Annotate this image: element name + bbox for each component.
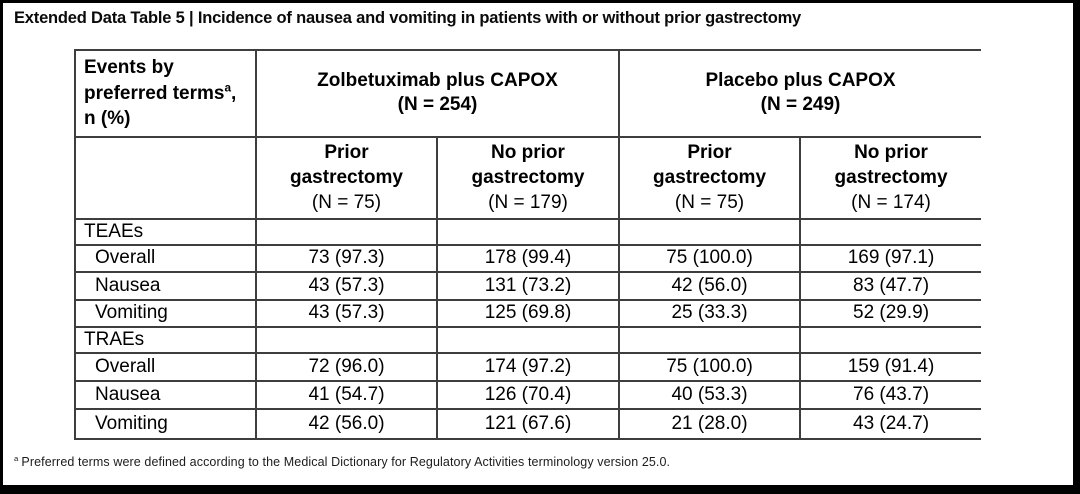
- subcol-label: Prior gastrectomy: [653, 142, 767, 189]
- cell-value: 73 (97.3): [255, 243, 438, 273]
- subcol-pbo-noprior: No prior gastrectomy (N = 174): [799, 135, 982, 220]
- cell-value: 43 (24.7): [799, 407, 982, 440]
- group-header-row: Events by preferred termsa, n (%) Zolbet…: [74, 49, 982, 138]
- subcol-zol-prior: Prior gastrectomy (N = 75): [255, 135, 438, 220]
- cell-value: 126 (70.4): [435, 379, 621, 410]
- row-label: Nausea: [74, 270, 257, 301]
- cell-value: 21 (28.0): [618, 407, 802, 440]
- data-row-traes-overall: Overall 72 (96.0) 174 (97.2) 75 (100.0) …: [74, 351, 982, 382]
- data-row-teaes-nausea: Nausea 43 (57.3) 131 (73.2) 42 (56.0) 83…: [74, 270, 982, 301]
- cell-value: 76 (43.7): [799, 379, 982, 410]
- group-name: Placebo plus CAPOX: [705, 69, 896, 91]
- section-row-traes: TRAEs: [74, 325, 982, 354]
- subcol-label: Prior gastrectomy: [290, 142, 403, 189]
- stub-superscript: a: [224, 81, 231, 95]
- stub-header-suffix: , n (%): [84, 82, 237, 130]
- cell-value: 178 (99.4): [435, 243, 621, 273]
- subcol-pbo-prior: Prior gastrectomy (N = 75): [618, 135, 802, 220]
- cell-value: 131 (73.2): [435, 270, 621, 301]
- cell-value: 83 (47.7): [799, 270, 982, 301]
- data-row-teaes-overall: Overall 73 (97.3) 178 (99.4) 75 (100.0) …: [74, 243, 982, 273]
- group-name: Zolbetuximab plus CAPOX: [317, 69, 558, 91]
- stub-header-text: Events by preferred terms: [84, 57, 225, 104]
- cell-value: 174 (97.2): [435, 351, 621, 382]
- empty-cell: [255, 325, 438, 354]
- cell-value: 169 (97.1): [799, 243, 982, 273]
- empty-cell: [435, 325, 621, 354]
- cell-value: 25 (33.3): [618, 298, 802, 328]
- row-label: Overall: [74, 351, 257, 382]
- subcol-n: (N = 75): [674, 192, 745, 214]
- empty-cell: [799, 217, 982, 246]
- empty-cell: [435, 217, 621, 246]
- cell-value: 41 (54.7): [255, 379, 438, 410]
- cell-value: 42 (56.0): [255, 407, 438, 440]
- footnote: a Preferred terms were defined according …: [14, 453, 671, 469]
- subcol-label: No prior gastrectomy: [471, 142, 585, 189]
- table-title: Extended Data Table 5 | Incidence of nau…: [14, 9, 802, 27]
- empty-cell: [618, 325, 802, 354]
- section-label: TEAEs: [74, 217, 257, 246]
- cell-value: 75 (100.0): [618, 351, 802, 382]
- cell-value: 125 (69.8): [435, 298, 621, 328]
- group-n: (N = 254): [397, 94, 478, 116]
- section-label: TRAEs: [74, 325, 257, 354]
- cell-value: 43 (57.3): [255, 270, 438, 301]
- cell-value: 40 (53.3): [618, 379, 802, 410]
- group-header-placebo: Placebo plus CAPOX (N = 249): [618, 49, 982, 138]
- empty-cell: [618, 217, 802, 246]
- data-row-traes-nausea: Nausea 41 (54.7) 126 (70.4) 40 (53.3) 76…: [74, 379, 982, 410]
- subcol-n: (N = 179): [488, 192, 568, 214]
- subcol-zol-noprior: No prior gastrectomy (N = 179): [435, 135, 621, 220]
- cell-value: 159 (91.4): [799, 351, 982, 382]
- data-row-traes-vomiting: Vomiting 42 (56.0) 121 (67.6) 21 (28.0) …: [74, 407, 982, 440]
- row-label: Vomiting: [74, 407, 257, 440]
- row-label: Overall: [74, 243, 257, 273]
- cell-value: 42 (56.0): [618, 270, 802, 301]
- footnote-text: Preferred terms were defined according t…: [21, 455, 671, 469]
- subcol-n: (N = 75): [311, 192, 382, 214]
- empty-stub-cell: [74, 135, 257, 220]
- cell-value: 43 (57.3): [255, 298, 438, 328]
- cell-value: 75 (100.0): [618, 243, 802, 273]
- cell-value: 52 (29.9): [799, 298, 982, 328]
- subcol-n: (N = 174): [851, 192, 931, 214]
- group-header-zolbetuximab: Zolbetuximab plus CAPOX (N = 254): [254, 49, 621, 138]
- empty-cell: [255, 217, 438, 246]
- cell-value: 72 (96.0): [255, 351, 438, 382]
- subheader-row: Prior gastrectomy (N = 75) No prior gast…: [74, 135, 982, 220]
- extended-data-table: Events by preferred termsa, n (%) Zolbet…: [74, 49, 982, 440]
- section-row-teaes: TEAEs: [74, 217, 982, 246]
- subcol-label: No prior gastrectomy: [834, 142, 948, 189]
- footnote-marker: a: [14, 453, 19, 463]
- empty-cell: [799, 325, 982, 354]
- row-label: Nausea: [74, 379, 257, 410]
- row-label: Vomiting: [74, 298, 257, 328]
- stub-header-cell: Events by preferred termsa, n (%): [74, 49, 257, 138]
- cell-value: 121 (67.6): [435, 407, 621, 440]
- data-row-teaes-vomiting: Vomiting 43 (57.3) 125 (69.8) 25 (33.3) …: [74, 298, 982, 328]
- group-n: (N = 249): [760, 94, 841, 116]
